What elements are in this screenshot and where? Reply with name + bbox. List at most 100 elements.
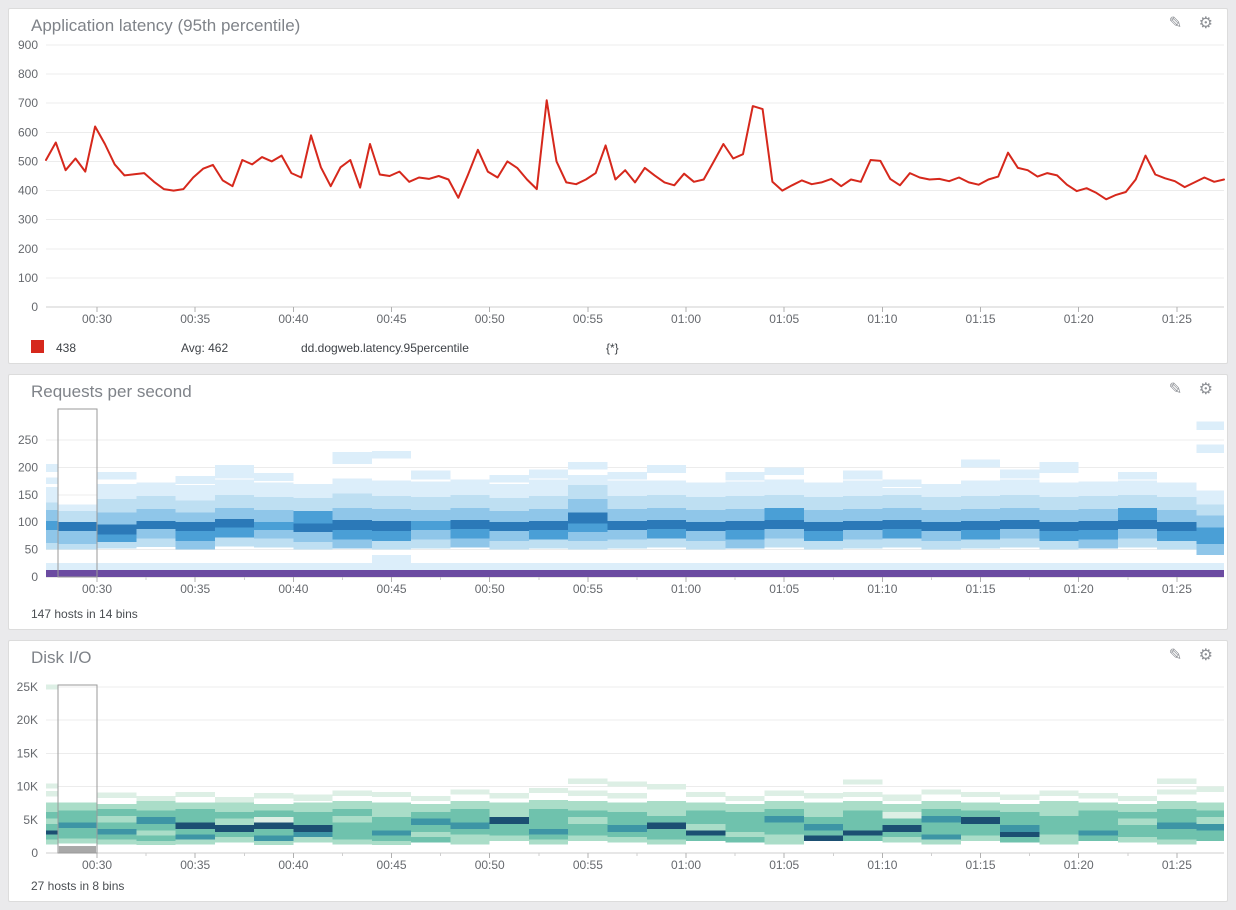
heatmap-cell[interactable] — [293, 511, 333, 524]
heatmap-cell[interactable] — [489, 835, 529, 842]
heatmap-cell[interactable] — [803, 522, 844, 531]
heatmap-cell[interactable] — [607, 495, 647, 510]
heatmap-cell[interactable] — [293, 837, 333, 843]
heatmap-cell[interactable] — [686, 830, 726, 836]
heatmap-cell[interactable] — [411, 470, 451, 480]
heatmap-cell[interactable] — [411, 818, 451, 826]
heatmap-cell[interactable] — [843, 470, 883, 480]
heatmap-cell[interactable] — [1117, 795, 1158, 802]
heatmap-cell[interactable] — [450, 562, 490, 570]
heatmap-cell[interactable] — [568, 790, 608, 796]
heatmap-cell[interactable] — [57, 530, 98, 545]
heatmap-cell[interactable] — [332, 839, 372, 845]
heatmap-cell[interactable] — [489, 802, 529, 811]
heatmap-cell[interactable] — [450, 815, 490, 823]
heatmap-cell[interactable] — [725, 539, 765, 549]
heatmap-cell[interactable] — [46, 543, 58, 550]
heatmap-cell[interactable] — [1039, 461, 1079, 473]
heatmap-cell[interactable] — [489, 810, 529, 818]
heatmap-cell[interactable] — [46, 791, 58, 797]
heatmap-cell[interactable] — [57, 817, 98, 823]
heatmap-cell[interactable] — [921, 496, 961, 511]
heatmap-cell[interactable] — [1000, 469, 1040, 479]
heatmap-cell[interactable] — [1117, 818, 1158, 826]
heatmap-cell[interactable] — [371, 555, 412, 563]
heatmap-cell[interactable] — [254, 472, 294, 482]
heatmap-cell[interactable] — [1039, 530, 1079, 541]
heatmap-cell[interactable] — [332, 452, 372, 465]
heatmap-cell[interactable] — [411, 831, 451, 838]
heatmap-cell[interactable] — [1157, 496, 1197, 511]
heatmap-cell[interactable] — [528, 509, 569, 522]
heatmap-cell[interactable] — [607, 509, 647, 522]
heatmap-cell[interactable] — [607, 811, 647, 819]
heatmap-cell[interactable] — [1117, 528, 1158, 539]
heatmap-cell[interactable] — [1196, 490, 1224, 505]
heatmap-cell[interactable] — [46, 818, 58, 824]
heatmap-cell[interactable] — [568, 484, 608, 500]
heatmap-cell[interactable] — [1196, 515, 1224, 528]
heatmap-cell[interactable] — [725, 811, 765, 819]
heatmap-cell[interactable] — [371, 841, 412, 846]
heatmap-cell[interactable] — [450, 520, 490, 529]
heatmap-cell[interactable] — [293, 498, 333, 512]
heatmap-cell[interactable] — [843, 539, 883, 549]
heatmap-cell[interactable] — [960, 480, 1001, 496]
heatmap-cell[interactable] — [1039, 540, 1079, 550]
heatmap-cell[interactable] — [646, 809, 687, 816]
heatmap-cell[interactable] — [528, 521, 569, 530]
heatmap-cell[interactable] — [686, 791, 726, 798]
heatmap-cell[interactable] — [214, 831, 255, 838]
heatmap-cell[interactable] — [960, 823, 1001, 831]
heatmap-cell[interactable] — [254, 803, 294, 811]
heatmap-cell[interactable] — [725, 521, 765, 530]
settings-gear-icon[interactable]: ⚙ — [1198, 647, 1213, 664]
heatmap-cell[interactable] — [46, 684, 58, 690]
heatmap-cell[interactable] — [921, 562, 961, 570]
heatmap-cell[interactable] — [1196, 823, 1224, 831]
heatmap-cell[interactable] — [1078, 481, 1118, 496]
heatmap-cell[interactable] — [960, 802, 1001, 811]
heatmap-cell[interactable] — [843, 480, 883, 496]
heatmap-cell[interactable] — [489, 530, 529, 541]
heatmap-cell[interactable] — [57, 810, 98, 818]
heatmap-cell[interactable] — [1117, 837, 1158, 843]
heatmap-cell[interactable] — [97, 534, 137, 542]
heatmap-cell[interactable] — [646, 829, 687, 835]
heatmap-cell[interactable] — [764, 790, 804, 796]
heatmap-cell[interactable] — [921, 483, 961, 497]
heatmap-cell[interactable] — [803, 835, 844, 842]
heatmap-cell[interactable] — [843, 791, 883, 798]
heatmap-cell[interactable] — [1039, 839, 1079, 845]
heatmap-cell[interactable] — [332, 790, 372, 796]
heatmap-cell[interactable] — [607, 793, 647, 799]
heatmap-cell[interactable] — [803, 802, 844, 811]
heatmap-cell[interactable] — [1039, 482, 1079, 497]
heatmap-cell[interactable] — [568, 778, 608, 784]
heatmap-cell[interactable] — [646, 822, 687, 830]
heatmap-cell[interactable] — [46, 529, 58, 544]
heatmap-cell[interactable] — [254, 496, 294, 511]
heatmap-cell[interactable] — [214, 494, 255, 508]
heatmap-cell[interactable] — [1196, 830, 1224, 836]
heatmap-cell[interactable] — [136, 482, 176, 496]
heatmap-cell[interactable] — [568, 817, 608, 824]
heatmap-cell[interactable] — [489, 817, 529, 824]
heatmap-cell[interactable] — [46, 521, 58, 530]
heatmap-cell[interactable] — [607, 521, 647, 530]
heatmap-cell[interactable] — [843, 509, 883, 522]
heatmap-cell[interactable] — [1000, 837, 1040, 843]
heatmap-cell[interactable] — [293, 831, 333, 838]
heatmap-cell[interactable] — [607, 480, 647, 496]
heatmap-cell[interactable] — [1117, 480, 1158, 495]
heatmap-cell[interactable] — [843, 810, 883, 818]
heatmap-cell[interactable] — [1000, 825, 1040, 832]
heatmap-cell[interactable] — [97, 471, 137, 480]
heatmap-cell[interactable] — [960, 459, 1001, 468]
heatmap-cell[interactable] — [57, 562, 98, 570]
heatmap-cell[interactable] — [489, 483, 529, 499]
heatmap-cell[interactable] — [960, 830, 1001, 836]
heatmap-cell[interactable] — [1157, 809, 1197, 816]
heatmap-cell[interactable] — [1196, 835, 1224, 842]
heatmap-cell[interactable] — [803, 810, 844, 818]
